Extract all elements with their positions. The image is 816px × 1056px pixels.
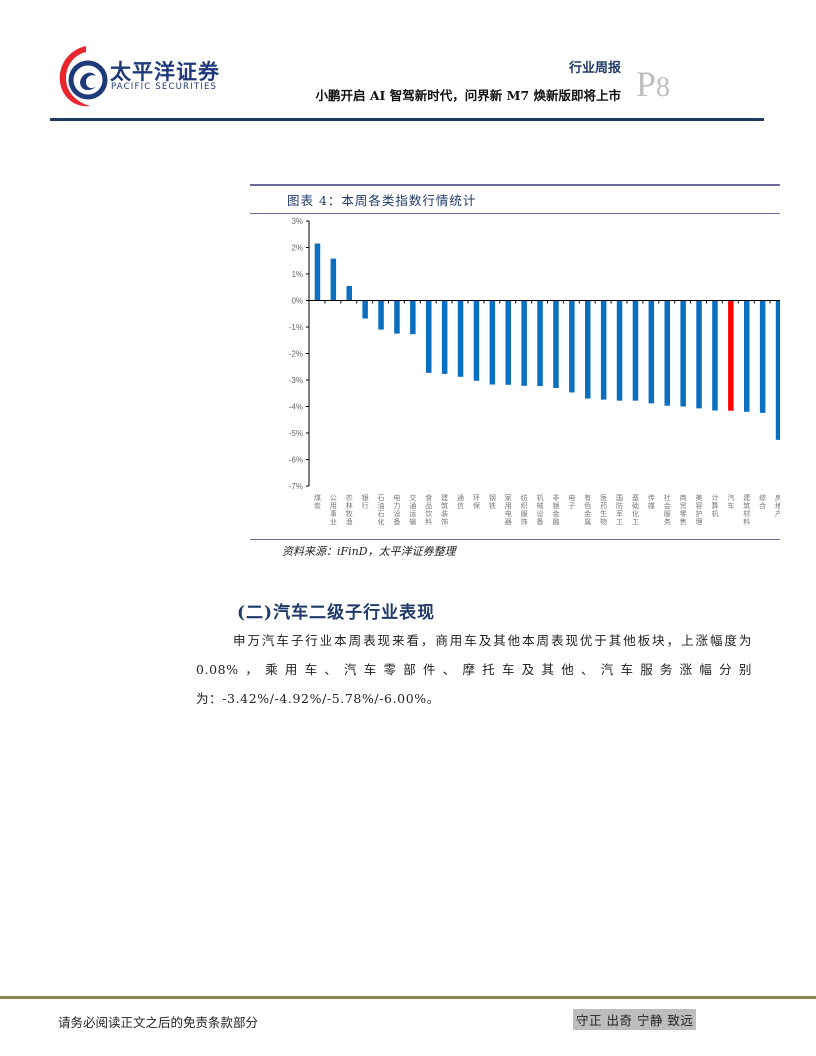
bar-农林牧渔 (346, 285, 352, 301)
bar-传媒 (648, 300, 655, 404)
x-category-label: 计算机 (711, 493, 718, 518)
bar-计算机 (712, 300, 718, 411)
footer-divider (0, 996, 816, 999)
bar-建筑材料 (744, 300, 750, 412)
bar-环保 (473, 300, 480, 381)
x-category-label: 食品饮料 (425, 493, 432, 526)
bar-家用电器 (505, 300, 511, 385)
page-prefix: P (636, 64, 657, 104)
bar-医药生物 (600, 300, 607, 400)
x-category-label: 国防军工 (616, 494, 623, 526)
y-tick-label: -1% (289, 323, 303, 332)
y-tick-label: -7% (289, 482, 303, 491)
x-category-label: 公用事业 (330, 494, 337, 526)
y-tick-label: 0% (291, 297, 303, 306)
x-category-label: 煤炭 (314, 493, 321, 510)
bar-有色金属 (585, 300, 591, 399)
x-category-label: 社会服务 (664, 493, 671, 526)
y-tick-label: 1% (291, 270, 303, 279)
x-category-label: 建筑材料 (743, 493, 750, 526)
page-digit: 8 (656, 72, 671, 103)
bar-公用事业 (330, 258, 337, 301)
x-category-label: 环保 (473, 494, 480, 510)
x-category-label: 传媒 (648, 493, 655, 510)
bar-房地产 (775, 300, 780, 440)
footer-disclaimer: 请务必阅读正文之后的免责条款部分 (58, 1015, 259, 1030)
x-category-label: 交通运输 (409, 493, 416, 526)
industry-index-bar-chart: 3% 2% 1% 0% -1% -2% -3% -4% -5% -6% -7% 煤炭 公用事业 农林牧渔 银… (289, 217, 780, 526)
report-title: 小鹏开启 AI 智驾新时代，问界新 M7 焕新版即将上市 (315, 88, 622, 103)
bar-建筑装饰 (441, 300, 448, 374)
figure-title-divider (250, 213, 780, 214)
x-category-label: 机械设备 (537, 493, 544, 526)
x-category-label: 医药生物 (600, 494, 607, 526)
report-type: 行业周报 (568, 61, 621, 76)
pacific-securities-logo-icon (59, 46, 108, 107)
x-category-label: 电力设备 (393, 493, 400, 526)
x-category-label: 银行 (362, 493, 369, 510)
bar-交通运输 (410, 300, 416, 335)
logo-english-name: PACIFIC SECURITIES (111, 82, 218, 92)
section-heading: (二)汽车二级子行业表现 (237, 603, 436, 623)
figure-top-divider (250, 184, 780, 186)
bar-汽车 (728, 300, 734, 411)
y-tick-label: 3% (291, 217, 303, 226)
bar-非银金融 (553, 300, 559, 388)
x-category-label: 家用电器 (505, 493, 512, 526)
x-category-label: 农林牧渔 (346, 493, 353, 526)
y-tick-label: -6% (289, 456, 303, 465)
bar-煤炭 (314, 243, 321, 301)
x-category-label: 有色金属 (584, 493, 591, 526)
bar-电力设备 (394, 300, 400, 334)
bar-通信 (457, 300, 464, 377)
bar-银行 (362, 300, 368, 319)
x-category-label: 非银金融 (552, 493, 559, 526)
footer-motto: 守正 出奇 宁静 致远 (573, 1009, 697, 1030)
x-category-label: 商贸零售 (680, 493, 687, 526)
bar-综合 (759, 300, 766, 413)
bar-钢铁 (489, 300, 496, 385)
section-paragraph: 申万汽车子行业本周表现来看，商用车及其他本周表现优于其他板块，上涨幅度为0.08… (196, 633, 752, 706)
bar-商贸零售 (680, 300, 686, 407)
x-category-label: 建筑装饰 (441, 493, 448, 526)
x-category-label: 石油石化 (378, 494, 385, 526)
figure-source: 资料来源：iFinD，太平洋证券整理 (282, 545, 456, 558)
figure-title: 图表 4：本周各类指数行情统计 (287, 193, 477, 208)
bar-纺织服饰 (521, 300, 527, 386)
x-category-label: 综合 (759, 493, 766, 510)
x-category-label: 汽车 (727, 493, 734, 510)
x-category-label: 美容护理 (696, 493, 703, 526)
bar-国防军工 (616, 300, 623, 401)
header-divider (50, 118, 764, 121)
x-category-label: 房地产 (775, 493, 780, 518)
y-tick-label: -4% (289, 403, 303, 412)
bar-石油石化 (378, 300, 384, 330)
x-category-label: 纺织服饰 (521, 493, 528, 526)
y-tick-label: -5% (289, 429, 303, 438)
x-category-label: 通信 (457, 493, 464, 510)
page-number: P8 (636, 66, 670, 102)
bar-食品饮料 (426, 300, 432, 373)
bar-社会服务 (664, 300, 670, 406)
y-tick-label: -2% (289, 350, 303, 359)
x-category-label: 基础化工 (632, 493, 639, 526)
bar-电子 (569, 300, 575, 393)
bar-机械设备 (537, 300, 543, 387)
bar-基础化工 (632, 300, 639, 401)
figure-bottom-divider (250, 539, 780, 540)
bar-美容护理 (696, 300, 702, 409)
y-tick-label: -3% (289, 376, 303, 385)
x-category-label: 电子 (568, 493, 575, 510)
x-category-label: 钢铁 (489, 493, 496, 510)
logo-chinese-name: 太平洋证券 (110, 60, 220, 84)
y-tick-label: 2% (291, 244, 303, 253)
